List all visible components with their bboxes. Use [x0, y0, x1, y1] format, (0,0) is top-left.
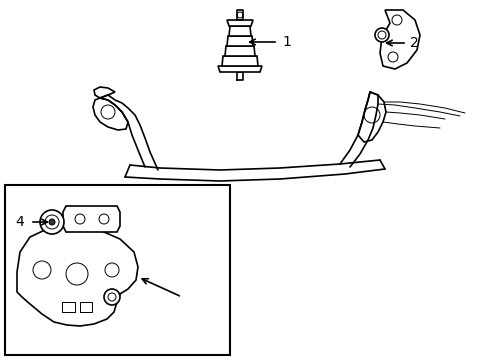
Polygon shape [93, 98, 128, 130]
Circle shape [99, 214, 109, 224]
Circle shape [104, 289, 120, 305]
Circle shape [49, 219, 55, 225]
Polygon shape [63, 206, 120, 232]
Polygon shape [379, 10, 419, 69]
Polygon shape [226, 36, 252, 46]
Polygon shape [17, 226, 138, 326]
Circle shape [374, 28, 388, 42]
Text: 2: 2 [409, 36, 418, 50]
Text: 4: 4 [16, 215, 24, 229]
Polygon shape [224, 46, 254, 56]
Polygon shape [218, 66, 262, 72]
Bar [5, 185, 229, 355]
Polygon shape [357, 92, 385, 142]
Circle shape [105, 263, 119, 277]
Text: 3: 3 [184, 293, 193, 307]
Circle shape [75, 214, 85, 224]
Circle shape [33, 261, 51, 279]
Circle shape [40, 210, 64, 234]
Polygon shape [228, 26, 250, 36]
Polygon shape [94, 87, 115, 98]
Polygon shape [226, 20, 252, 26]
Text: 1: 1 [282, 35, 290, 49]
Circle shape [66, 263, 88, 285]
Polygon shape [222, 56, 258, 66]
